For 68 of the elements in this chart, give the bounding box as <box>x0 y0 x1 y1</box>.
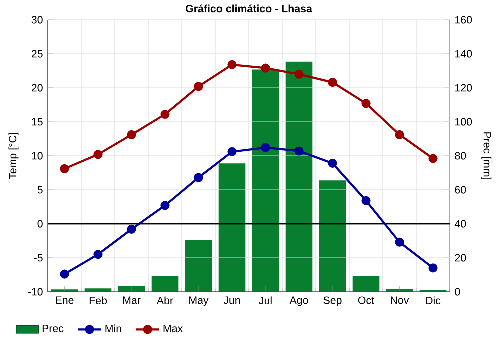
x-tick-label: Jun <box>224 296 240 304</box>
point <box>395 130 404 140</box>
y2-tick-label: 40 <box>454 220 466 228</box>
bar <box>352 276 380 292</box>
y-tick-label: 5 <box>38 186 43 194</box>
x-tick-label: Mar <box>123 296 141 304</box>
x-tick-label: Feb <box>90 296 107 305</box>
point <box>60 164 70 174</box>
legend-label: Max <box>164 324 184 332</box>
point <box>94 150 103 160</box>
bar <box>319 180 346 292</box>
legend-label: Min <box>106 324 122 333</box>
y2-axis-title: Prec [mm] <box>482 132 492 180</box>
y2-tick-label: 60 <box>455 186 466 194</box>
point <box>395 238 404 247</box>
bar <box>185 240 212 292</box>
bar <box>286 62 313 292</box>
y2-tick-label: 120 <box>456 84 472 92</box>
y-tick-label: 15 <box>32 118 43 126</box>
point <box>160 201 170 210</box>
y-tick-label: 10 <box>32 152 43 160</box>
y-tick-label: 0 <box>38 220 43 228</box>
x-tick-label: Nov <box>391 296 410 304</box>
point <box>194 82 204 92</box>
x-tick-label: Jul <box>259 296 272 305</box>
point <box>328 78 338 88</box>
point <box>160 110 170 120</box>
x-tick-label: Oct <box>358 296 374 304</box>
point <box>261 143 270 152</box>
y2-tick-label: 0 <box>455 288 460 296</box>
point <box>294 70 304 79</box>
x-tick-label: Ene <box>56 296 74 304</box>
x-tick-label: May <box>190 296 209 306</box>
y-tick-label: -5 <box>34 254 43 262</box>
point <box>428 154 438 164</box>
bar <box>252 70 280 292</box>
y-tick-label: 25 <box>32 50 43 58</box>
y2-tick-label: 160 <box>456 16 472 24</box>
x-tick-label: Dic <box>426 296 441 305</box>
point <box>428 264 438 273</box>
y-tick-label: 30 <box>32 16 43 24</box>
y2-tick-label: 80 <box>455 152 466 160</box>
point <box>194 173 204 182</box>
y2-tick-label: 20 <box>455 254 466 262</box>
bar <box>218 164 246 292</box>
point <box>127 130 136 140</box>
y-axis-title: Temp [°C] <box>8 133 19 180</box>
chart-title: Gráfico climático - Lhasa <box>186 4 312 13</box>
y-tick-label: -10 <box>28 288 43 296</box>
point <box>127 224 136 234</box>
point <box>94 250 103 260</box>
point <box>328 158 338 168</box>
bar <box>152 276 179 292</box>
legend-label: Prec <box>42 324 64 332</box>
x-tick-label: Abr <box>156 296 174 305</box>
x-tick-label: Sep <box>324 296 342 306</box>
bar <box>118 286 146 292</box>
point <box>294 146 304 156</box>
y2-tick-label: 100 <box>456 118 472 126</box>
point <box>228 60 237 70</box>
point <box>228 147 237 156</box>
x-tick-label: Ago <box>290 296 308 306</box>
point <box>362 99 371 108</box>
point <box>362 196 371 206</box>
y2-tick-label: 140 <box>456 50 472 58</box>
point <box>60 270 70 279</box>
point <box>261 64 270 73</box>
y-tick-label: 20 <box>32 84 43 92</box>
